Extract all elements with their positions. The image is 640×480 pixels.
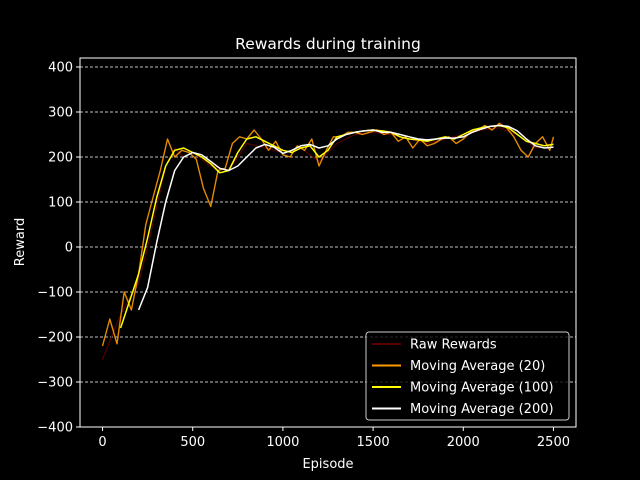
y-tick-label: 300	[48, 106, 73, 121]
legend: Raw Rewards Moving Average (20) Moving Ave…	[365, 331, 570, 421]
legend-label: Moving Average (20)	[410, 359, 545, 374]
y-tick-label: 0	[65, 241, 73, 256]
y-tick-label: −400	[37, 421, 73, 436]
x-axis-label: Episode	[302, 457, 353, 472]
y-tick-label: 200	[48, 151, 73, 166]
y-axis: −400 −300 −200 −100 0 100 200 300 400	[37, 61, 80, 436]
y-tick-label: 100	[48, 196, 73, 211]
legend-label: Raw Rewards	[410, 338, 497, 353]
chart-title: Rewards during training	[235, 35, 421, 53]
plot-frame	[79, 57, 577, 428]
y-tick-label: −300	[37, 376, 73, 391]
y-tick-label: −200	[37, 331, 73, 346]
x-tick-label: 2000	[447, 435, 480, 450]
moving-average-200-line	[137, 124, 554, 311]
legend-label: Moving Average (100)	[410, 381, 554, 396]
y-tick-label: 400	[48, 61, 73, 76]
x-tick-label: 0	[98, 435, 106, 450]
legend-box	[365, 331, 570, 421]
y-axis-label: Reward	[13, 218, 28, 266]
series-layer	[101, 122, 555, 360]
x-tick-label: 1500	[357, 435, 390, 450]
x-tick-label: 2500	[537, 435, 570, 450]
legend-label: Moving Average (200)	[410, 402, 554, 417]
x-tick-label: 500	[180, 435, 205, 450]
y-tick-label: −100	[37, 286, 73, 301]
x-tick-label: 1000	[266, 435, 299, 450]
x-axis: 0 500 1000 1500 2000 2500	[98, 427, 570, 450]
